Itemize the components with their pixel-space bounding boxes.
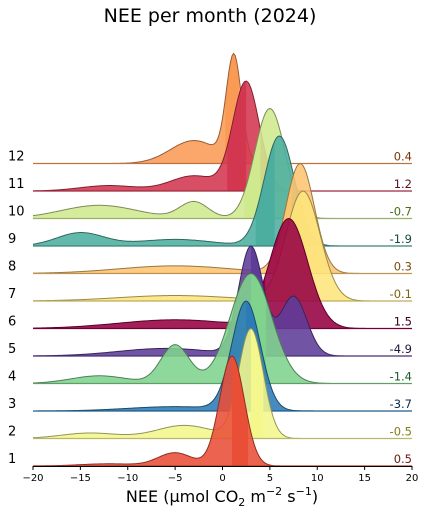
ridge-area-6 xyxy=(33,218,412,329)
ridge-outline-6 xyxy=(32,217,412,329)
x-tick-label: 20 xyxy=(406,473,419,484)
chart-title: NEE per month (2024) xyxy=(104,5,317,27)
x-tick-label: 5 xyxy=(267,473,273,484)
x-tick-label: 10 xyxy=(311,473,324,484)
mean-label-6: 1.5 xyxy=(394,315,412,329)
mean-label-4: -1.4 xyxy=(390,370,412,384)
x-tick-label: −10 xyxy=(117,473,138,484)
x-tick-label: −15 xyxy=(70,473,91,484)
ridge-highlight-10 xyxy=(244,128,261,219)
ridge-area-9 xyxy=(33,136,412,246)
ridge-highlight-1 xyxy=(231,356,249,466)
x-tick-label: 15 xyxy=(358,473,371,484)
x-tick-label: −20 xyxy=(22,473,43,484)
month-label-2: 2 xyxy=(8,425,16,440)
ridge-highlight-9 xyxy=(255,141,275,246)
month-label-11: 11 xyxy=(8,177,25,192)
month-label-3: 3 xyxy=(8,397,16,412)
mean-label-12: 0.4 xyxy=(394,150,412,164)
ridge-area-4 xyxy=(33,273,412,384)
mean-label-5: -4.9 xyxy=(390,342,412,356)
mean-label-3: -3.7 xyxy=(390,397,412,411)
mean-label-9: -1.9 xyxy=(390,232,412,246)
mean-label-11: 1.2 xyxy=(394,177,412,191)
ridges: 12 0.411 1.210 -0.79 -1.98 0.37 -0.16 1.55 -4.94… xyxy=(8,52,412,467)
month-label-12: 12 xyxy=(8,150,25,165)
mean-label-7: -0.1 xyxy=(390,287,412,301)
month-label-1: 1 xyxy=(8,452,16,467)
ridge-month-10: 10 -0.7 xyxy=(8,107,412,220)
mean-label-10: -0.7 xyxy=(390,205,412,219)
ridge-area-1 xyxy=(33,356,412,466)
ridge-area-12 xyxy=(33,53,412,164)
ridge-highlight-11 xyxy=(227,81,247,191)
x-tick-label: −5 xyxy=(168,473,183,484)
mean-label-1: 0.5 xyxy=(394,452,412,466)
month-label-8: 8 xyxy=(8,260,16,275)
x-tick-label: 0 xyxy=(219,473,225,484)
x-axis-label: NEE (µmol CO2 m−2 s−1) xyxy=(126,485,318,509)
ridge-month-9: 9 -1.9 xyxy=(8,135,412,247)
mean-label-8: 0.3 xyxy=(394,260,412,274)
ridge-area-11 xyxy=(33,81,412,191)
month-label-4: 4 xyxy=(8,370,16,385)
month-label-10: 10 xyxy=(8,205,25,220)
month-label-5: 5 xyxy=(8,342,16,357)
month-label-9: 9 xyxy=(8,232,16,247)
ridge-area-7 xyxy=(33,191,412,301)
ridge-outline-7 xyxy=(32,190,412,302)
ridge-month-11: 11 1.2 xyxy=(8,80,412,192)
month-label-7: 7 xyxy=(8,287,16,302)
mean-label-2: -0.5 xyxy=(390,425,412,439)
x-axis: −20 −15 −10 −5 0 5 10 15 20 xyxy=(22,466,418,484)
month-label-6: 6 xyxy=(8,315,16,330)
ridge-month-12: 12 0.4 xyxy=(8,52,412,165)
